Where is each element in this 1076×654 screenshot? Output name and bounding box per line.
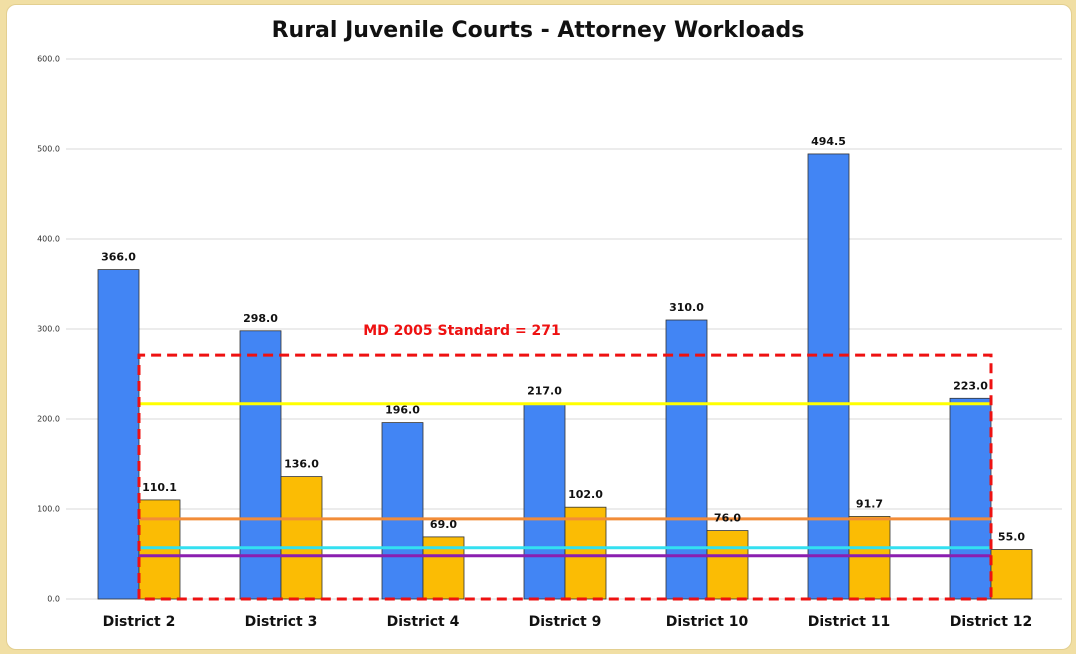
- value-label: 110.1: [142, 481, 177, 494]
- value-label: 366.0: [101, 251, 136, 264]
- y-tick-label: 500.0: [37, 145, 60, 154]
- bar: [990, 549, 1033, 600]
- bar: [523, 403, 566, 600]
- y-tick-label: 300.0: [37, 325, 60, 334]
- value-label: 494.5: [811, 135, 846, 148]
- y-tick-label: 0.0: [47, 595, 60, 604]
- standard-label: MD 2005 Standard = 271: [363, 323, 561, 339]
- y-tick-label: 100.0: [37, 505, 60, 514]
- bar: [280, 476, 323, 600]
- y-tick-label: 600.0: [37, 55, 60, 64]
- value-label: 310.0: [669, 301, 704, 314]
- bar: [706, 530, 749, 600]
- bar: [949, 397, 992, 600]
- bar: [665, 319, 708, 600]
- x-tick-label: District 12: [950, 614, 1033, 630]
- x-tick-label: District 3: [245, 614, 318, 630]
- value-label: 91.7: [856, 497, 883, 510]
- x-tick-label: District 2: [103, 614, 176, 630]
- value-label: 217.0: [527, 385, 562, 398]
- chart-title: Rural Juvenile Courts - Attorney Workloa…: [272, 18, 805, 43]
- value-label: 298.0: [243, 312, 278, 325]
- value-label: 223.0: [953, 379, 988, 392]
- bar: [239, 330, 282, 600]
- bar: [564, 506, 607, 600]
- bar: [138, 499, 181, 600]
- x-tick-label: District 10: [666, 614, 749, 630]
- x-tick-label: District 4: [387, 614, 460, 630]
- y-tick-label: 200.0: [37, 415, 60, 424]
- value-label: 76.0: [714, 512, 741, 525]
- value-label: 136.0: [284, 458, 319, 471]
- standard-box: [137, 353, 993, 601]
- bar: [807, 153, 850, 600]
- x-tick-label: District 9: [529, 614, 602, 630]
- bar: [381, 422, 424, 600]
- value-label: 196.0: [385, 404, 420, 417]
- value-label: 55.0: [998, 531, 1025, 544]
- x-tick-label: District 11: [808, 614, 891, 630]
- y-tick-label: 400.0: [37, 235, 60, 244]
- value-label: 102.0: [568, 488, 603, 501]
- bar: [97, 269, 140, 600]
- value-label: 69.0: [430, 518, 457, 531]
- bar: [848, 516, 891, 600]
